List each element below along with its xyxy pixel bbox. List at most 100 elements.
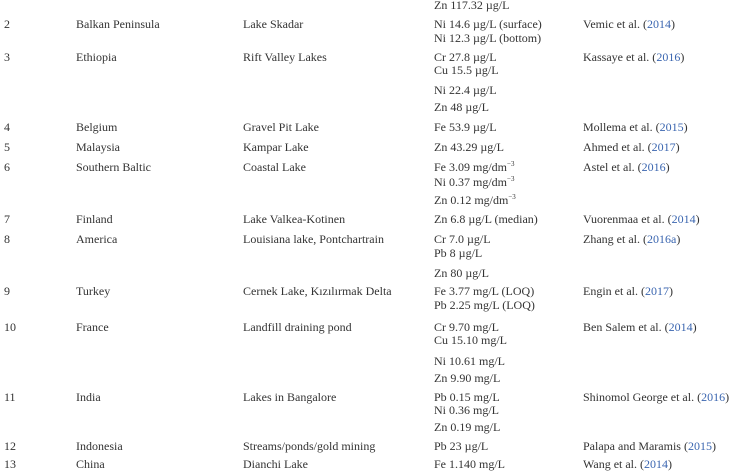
- reference-year-link[interactable]: 2016: [656, 50, 681, 64]
- reference-year-link[interactable]: 2016: [641, 160, 666, 174]
- value-line: Fe 3.09 mg/dm−3: [434, 160, 514, 174]
- country-cell: Indonesia: [76, 439, 123, 453]
- reference-cell: Vemic et al. (2014): [583, 17, 675, 31]
- value-line: Ni 0.37 mg/dm−3: [434, 175, 514, 189]
- value-text: Cr 9.70 mg/L: [434, 320, 499, 334]
- reference-close: ): [668, 284, 673, 298]
- country-cell: Balkan Peninsula: [76, 17, 160, 31]
- value-text: Ni 10.61 mg/L: [434, 354, 505, 368]
- country-cell: Southern Baltic: [76, 160, 151, 174]
- reference-close: ): [695, 212, 700, 226]
- value-text: Zn 6.8 µg/L (median): [434, 212, 538, 226]
- value-line: Zn 48 µg/L: [434, 100, 489, 114]
- reference-cell: Ben Salem et al. (2014): [583, 320, 697, 334]
- reference-author: Engin et al. (: [583, 284, 645, 298]
- lake-cell: Lake Skadar: [243, 17, 304, 31]
- reference-close: ): [665, 160, 670, 174]
- row-number: 6: [4, 160, 10, 174]
- value-line: Cu 15.10 mg/L: [434, 333, 507, 347]
- country-cell: America: [76, 232, 118, 246]
- reference-cell: Mollema et al. (2015): [583, 120, 688, 134]
- reference-cell: Palapa and Maramis (2015): [583, 439, 716, 453]
- reference-close: ): [692, 320, 697, 334]
- reference-year-link[interactable]: 2016: [701, 390, 726, 404]
- reference-author: Ahmed et al. (: [583, 140, 652, 154]
- row-number: 7: [4, 212, 10, 226]
- lake-cell: Louisiana lake, Pontchartrain: [243, 232, 384, 246]
- value-line: Ni 0.36 mg/L: [434, 403, 499, 417]
- lake-cell: Kampar Lake: [243, 140, 309, 154]
- country-cell: India: [76, 390, 101, 404]
- country-cell: France: [76, 320, 109, 334]
- reference-cell: Shinomol George et al. (2016): [583, 390, 729, 404]
- row-number: 11: [4, 390, 16, 404]
- reference-year-link[interactable]: 2015: [659, 120, 684, 134]
- lake-cell: Streams/ponds/gold mining: [243, 439, 376, 453]
- reference-author: Wang et al. (: [583, 457, 645, 471]
- value-text: Fe 3.77 mg/L (LOQ): [434, 284, 535, 298]
- reference-year-link[interactable]: 2016a: [646, 232, 677, 246]
- row-number: 5: [4, 140, 10, 154]
- reference-author: Palapa and Maramis (: [583, 439, 688, 453]
- value-line: Cr 7.0 µg/L: [434, 232, 491, 246]
- value-line: Ni 14.6 µg/L (surface): [434, 17, 542, 31]
- reference-author: Ben Salem et al. (: [583, 320, 669, 334]
- lake-cell: Dianchi Lake: [243, 457, 308, 471]
- value-text: Ni 14.6 µg/L (surface): [434, 17, 542, 31]
- value-line: Zn 117.32 µg/L: [434, 0, 510, 12]
- reference-author: Astel et al. (: [583, 160, 642, 174]
- value-exponent: −3: [507, 175, 515, 183]
- value-text: Pb 0.15 mg/L: [434, 390, 500, 404]
- reference-author: Vuorenmaa et al. (: [583, 212, 672, 226]
- value-line: Cr 9.70 mg/L: [434, 320, 499, 334]
- country-cell: Malaysia: [76, 140, 120, 154]
- value-line: Ni 10.61 mg/L: [434, 354, 505, 368]
- row-number: 10: [4, 320, 16, 334]
- reference-year-link[interactable]: 2017: [644, 284, 669, 298]
- value-line: Pb 0.15 mg/L: [434, 390, 500, 404]
- value-text: Ni 0.36 mg/L: [434, 403, 499, 417]
- value-text: Ni 12.3 µg/L (bottom): [434, 31, 542, 45]
- reference-year-link[interactable]: 2015: [687, 439, 712, 453]
- value-text: Fe 1.140 mg/L: [434, 457, 505, 471]
- value-text: Pb 23 µg/L: [434, 439, 489, 453]
- reference-year-link[interactable]: 2014: [671, 212, 696, 226]
- reference-author: Kassaye et al. (: [583, 50, 657, 64]
- value-line: Zn 80 µg/L: [434, 266, 489, 280]
- value-text: Cr 7.0 µg/L: [434, 232, 491, 246]
- reference-author: Vemic et al. (: [583, 17, 647, 31]
- value-text: Cr 27.8 µg/L: [434, 50, 497, 64]
- value-line: Zn 0.19 mg/L: [434, 420, 500, 434]
- country-cell: Finland: [76, 212, 113, 226]
- reference-close: ): [680, 50, 685, 64]
- value-line: Pb 23 µg/L: [434, 439, 488, 453]
- value-line: Fe 3.77 mg/L (LOQ): [434, 284, 534, 298]
- value-text: Cu 15.5 µg/L: [434, 63, 499, 77]
- reference-close: ): [675, 140, 680, 154]
- reference-year-link[interactable]: 2014: [646, 17, 671, 31]
- reference-year-link[interactable]: 2014: [644, 457, 669, 471]
- reference-author: Zhang et al. (: [583, 232, 647, 246]
- reference-close: ): [725, 390, 730, 404]
- reference-year-link[interactable]: 2017: [651, 140, 676, 154]
- lake-cell: Cernek Lake, Kızılırmak Delta: [243, 284, 392, 298]
- value-text: Fe 53.9 µg/L: [434, 120, 497, 134]
- reference-close: ): [683, 120, 688, 134]
- reference-author: Shinomol George et al. (: [583, 390, 702, 404]
- lake-cell: Landfill draining pond: [243, 320, 352, 334]
- reference-cell: Vuorenmaa et al. (2014): [583, 212, 700, 226]
- row-number: 2: [4, 17, 10, 31]
- reference-close: ): [668, 457, 673, 471]
- value-line: Cr 27.8 µg/L: [434, 50, 497, 64]
- reference-cell: Kassaye et al. (2016): [583, 50, 684, 64]
- lake-cell: Lakes in Bangalore: [243, 390, 337, 404]
- value-line: Pb 8 µg/L: [434, 246, 482, 260]
- reference-year-link[interactable]: 2014: [668, 320, 693, 334]
- value-text: Zn 43.29 µg/L: [434, 140, 504, 154]
- row-number: 8: [4, 232, 10, 246]
- lake-cell: Lake Valkea-Kotinen: [243, 212, 346, 226]
- country-cell: Ethiopia: [76, 50, 117, 64]
- lake-cell: Rift Valley Lakes: [243, 50, 327, 64]
- country-cell: China: [76, 457, 105, 471]
- value-line: Zn 0.12 mg/dm−3: [434, 193, 516, 207]
